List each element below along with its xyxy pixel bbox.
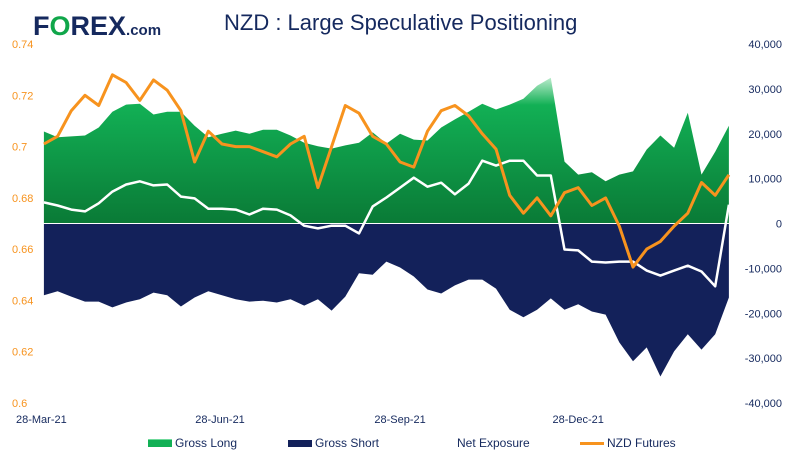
legend-item-nzd-futures: NZD Futures [580,436,676,450]
legend-item-gross-short: Gross Short [288,436,379,450]
x-axis-tick-label: 28-Mar-21 [16,414,67,426]
legend-label: Net Exposure [457,436,530,450]
right-axis-tick-label: 30,000 [748,84,782,96]
left-axis-tick-label: 0.7 [12,142,27,154]
right-axis-tick-label: -10,000 [745,263,782,275]
right-axis-tick-label: 0 [776,219,782,231]
x-axis-tick-label: 28-Sep-21 [374,414,425,426]
chart-title: NZD : Large Speculative Positioning [224,10,578,35]
left-axis-tick-label: 0.6 [12,398,27,410]
right-axis-tick-label: -40,000 [745,398,782,410]
net-exposure-line [43,159,731,288]
left-axis-tick-label: 0.64 [12,295,33,307]
legend-item-net-exposure: Net Exposure [457,436,530,450]
x-axis-tick-label: 28-Jun-21 [195,414,245,426]
left-axis-tick-label: 0.68 [12,193,33,205]
legend-label: NZD Futures [607,436,676,450]
right-axis-tick-label: 20,000 [748,129,782,141]
forex-logo: FOREX.com [33,11,162,41]
legend-label: Gross Short [315,436,380,450]
gross-short-area [43,223,729,377]
legend-item-gross-long: Gross Long [148,436,237,450]
left-axis-tick-label: 0.62 [12,347,33,359]
right-axis-tick-label: -20,000 [745,308,782,320]
x-axis-tick-label: 28-Dec-21 [552,414,603,426]
left-axis-tick-label: 0.72 [12,90,33,102]
legend-swatch [148,439,172,447]
right-axis-tick-label: 10,000 [748,174,782,186]
left-axis-tick-label: 0.74 [12,39,33,51]
legend-label: Gross Long [175,436,238,450]
right-axis-tick-label: -30,000 [745,353,782,365]
legend-swatch [580,441,604,445]
left-axis-tick-label: 0.66 [12,244,33,256]
gross-long-area [43,77,729,224]
nzd-futures-line [43,73,731,269]
legend-swatch [288,439,312,447]
right-axis-tick-label: 40,000 [748,39,782,51]
